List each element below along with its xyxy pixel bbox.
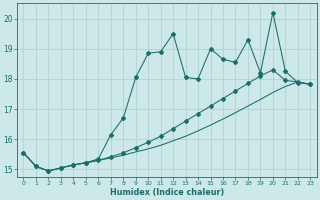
X-axis label: Humidex (Indice chaleur): Humidex (Indice chaleur) [110,188,224,197]
